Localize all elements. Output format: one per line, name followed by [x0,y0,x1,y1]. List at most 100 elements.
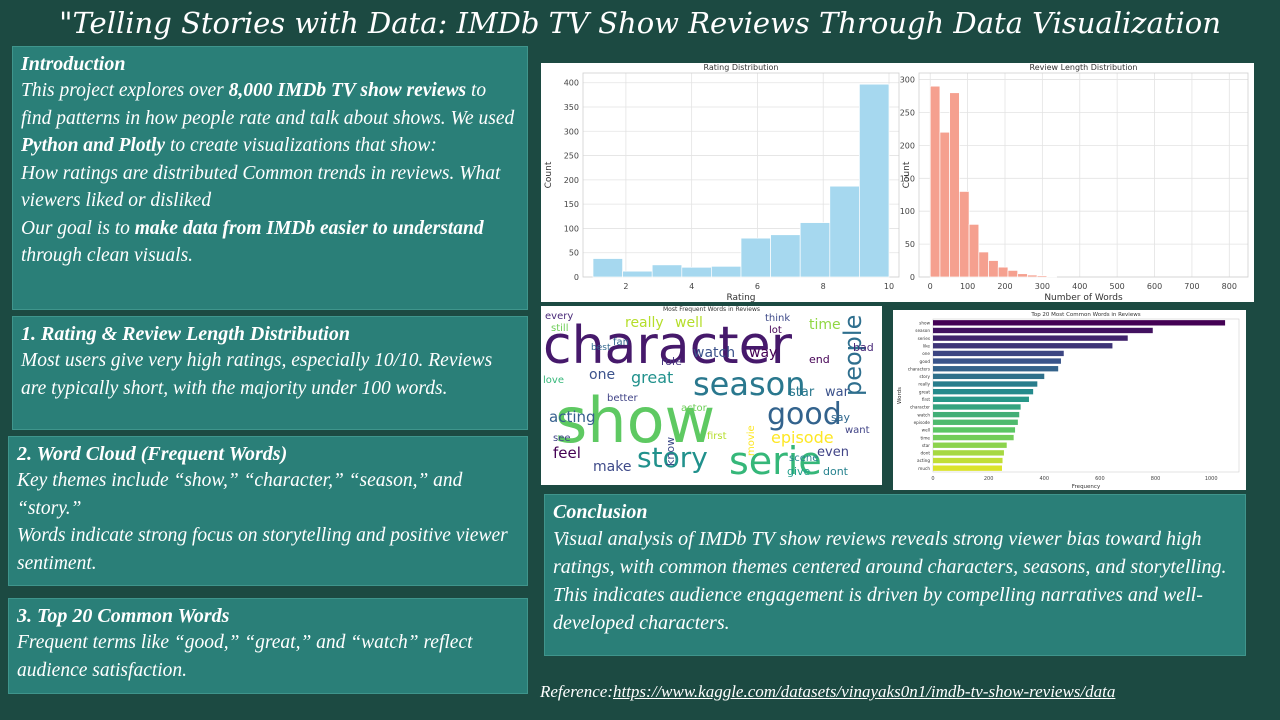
rating-y-axis-label: Count [544,161,554,188]
rating-x-tick-label: 4 [689,282,694,291]
length-x-tick-label: 800 [1222,282,1237,291]
page-title: "Telling Stories with Data: IMDb TV Show… [59,6,1221,40]
top20-plot-frame [932,318,1240,473]
wordcloud-word: acting [549,408,596,426]
rating-y-tick-label: 150 [564,200,579,209]
top20-category-label: characters [908,366,930,371]
wordcloud-word: still [551,323,569,334]
top20-bar [933,381,1038,387]
length-bar [1027,274,1038,278]
section3-text: Frequent terms like “good,” “great,” and… [17,632,473,681]
top20-category-label: time [921,435,931,440]
intro-text-part: This project explores over [21,80,229,101]
rating-x-tick-label: 8 [821,282,826,291]
rating-bar [711,265,742,278]
wordcloud-word: really [625,315,664,331]
top20-category-label: character [910,405,930,410]
length-y-tick-label: 50 [905,240,915,249]
length-y-tick-label: 200 [900,141,915,150]
length-x-tick-label: 600 [1147,282,1162,291]
top20-category-label: much [918,466,930,471]
wordcloud-word: well [675,315,703,331]
top20-category-label: star [922,443,930,448]
distribution-charts-panel: Rating Distribution 0 50 100 150 200 250 300 350… [541,63,1254,303]
rating-x-tick-label: 6 [755,282,760,291]
length-bar [997,266,1009,278]
top20-bar [933,335,1128,341]
top20-category-label: first [922,397,931,402]
section2-text-themes: Key themes include “show,” “character,” … [17,470,463,519]
top20-category-label: story [919,374,930,379]
top20-x-axis-label: Frequency [1072,484,1101,490]
wordcloud-word: time [809,317,841,333]
top20-x-tick-label: 600 [1095,476,1105,482]
top20-bar [933,465,1002,471]
wordcloud-word: bad [853,341,874,354]
wordcloud-word: movie [746,425,757,456]
wordcloud-word: great [631,368,674,387]
wordcloud-word: way [749,345,778,361]
top20-category-label: great [919,389,930,394]
introduction-heading: Introduction [21,53,126,75]
reference-link[interactable]: https://www.kaggle.com/datasets/vinayaks… [612,682,1116,701]
section1-heading: 1. Rating & Review Length Distribution [21,323,350,345]
rating-bar [859,83,890,278]
top20-x-tick-label: 1000 [1205,476,1218,482]
section3-heading: 3. Top 20 Common Words [17,605,230,627]
rating-bar [622,270,653,278]
top20-bar [933,404,1021,410]
reference-label: Reference: [540,682,613,701]
top20-x-tick-label: 800 [1151,476,1161,482]
rating-x-axis-label: Rating [726,293,755,302]
conclusion-text-analysis: Visual analysis of IMDb TV show reviews … [553,528,1227,578]
rating-bar [799,222,831,278]
length-x-tick-label: 200 [997,282,1012,291]
top20-bar [933,358,1061,364]
introduction-text: This project explores over 8,000 IMDb TV… [21,77,519,160]
top20-chart-title: Top 20 Most Common Words in Reviews [1030,312,1140,318]
top20-category-label: one [922,351,930,356]
length-plot-frame [918,72,1249,278]
rating-chart-title: Rating Distribution [703,63,778,72]
wordcloud-word: feel [553,444,581,462]
wordcloud-word: say [831,411,850,424]
top-words-box: 3. Top 20 Common Words Frequent terms li… [8,598,528,694]
length-bar [968,224,980,278]
top20-category-label: episode [914,420,931,425]
section2-heading: 2. Word Cloud (Frequent Words) [17,443,288,465]
wordcloud-word: even [817,445,849,460]
intro-text-part: through clean visuals. [21,245,194,266]
rating-y-tick-label: 0 [574,273,579,282]
top20-chart-panel: Top 20 Most Common Words in Reviews 0 200 4… [893,310,1246,490]
wordcloud-word: good [767,397,842,432]
top20-category-label: dont [920,451,930,456]
wordcloud-word: story [637,441,708,474]
top20-bar [933,373,1045,380]
wordcloud-word: dont [823,465,848,478]
length-y-axis-label: Count [902,161,912,188]
introduction-goal-text: Our goal is to make data from IMDb easie… [21,215,519,270]
rating-bar [770,234,801,278]
wordcloud-title: Most Frequent Words in Reviews [662,306,760,313]
length-bar [1007,270,1019,278]
rating-y-tick-label: 400 [564,79,579,88]
rating-y-tick-label: 100 [564,224,579,233]
top20-bar [933,343,1113,349]
introduction-list-text: How ratings are distributed Common trend… [21,162,501,212]
top20-category-label: watch [917,412,930,417]
section1-text: Most users give very high ratings, espec… [21,350,493,399]
rating-y-tick-label: 200 [564,176,579,185]
top20-y-axis-label: Words [897,387,903,404]
wordcloud-word: give [787,465,811,478]
rating-y-tick-label: 300 [564,127,579,136]
wordcloud-word: one [589,367,616,383]
intro-bold-tools: Python and Plotly [21,135,166,156]
length-x-axis-label: Number of Words [1044,293,1123,302]
wordcloud-word: think [765,313,791,324]
top20-bar [933,427,1016,433]
wordcloud-word: serie [729,439,822,483]
length-bar [949,92,960,278]
wordcloud-word: fan [613,337,629,348]
wordcloud-word: make [593,459,632,475]
top20-bar [933,366,1059,372]
